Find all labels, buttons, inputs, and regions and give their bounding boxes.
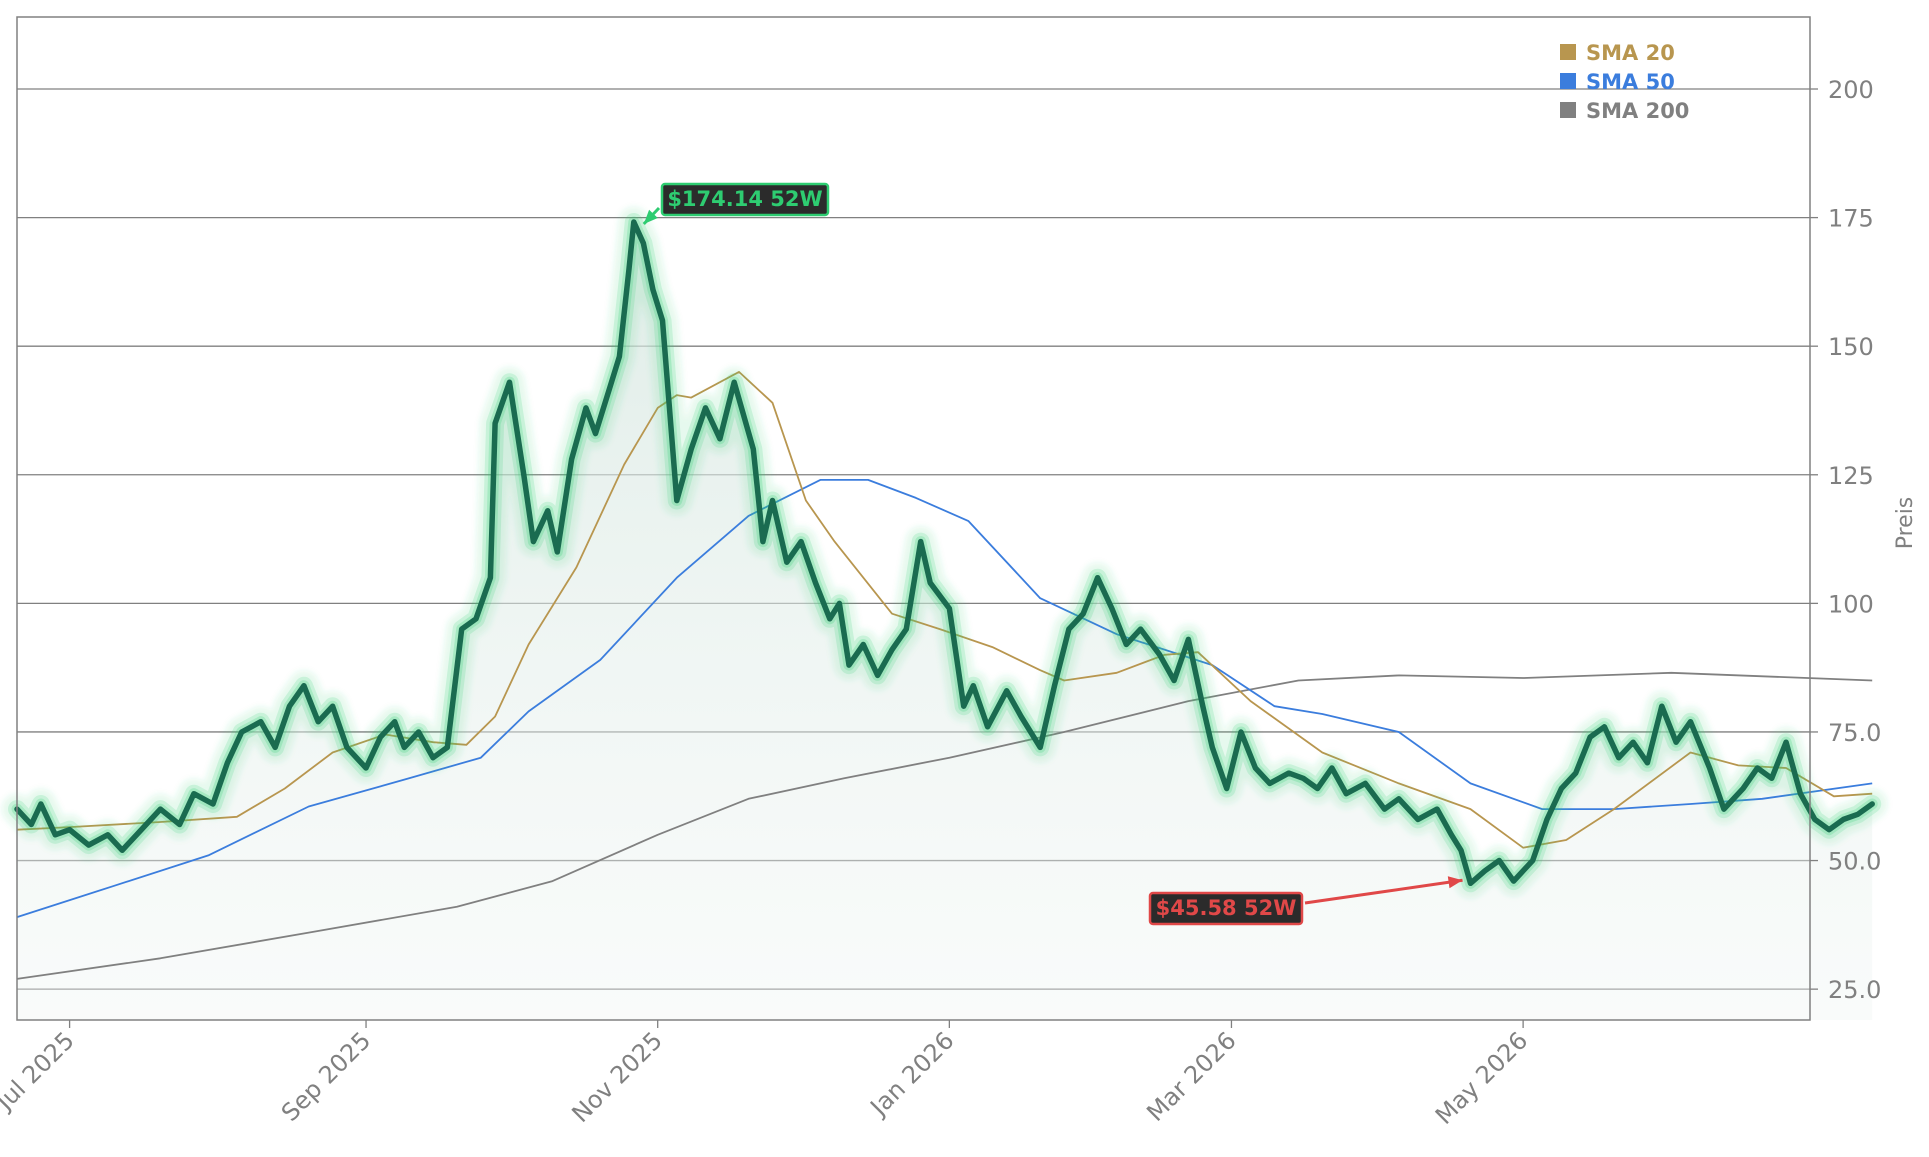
- y-tick-label: 125: [1828, 462, 1874, 490]
- y-tick-label: 25.0: [1828, 976, 1881, 1004]
- x-tick-label: Sep 2025: [276, 1026, 376, 1126]
- plot-frame: [16, 16, 1811, 1021]
- legend: SMA 20 SMA 50 SMA 200: [1560, 41, 1689, 123]
- y-tick-label: 175: [1828, 205, 1874, 233]
- legend-label: SMA 50: [1586, 70, 1675, 94]
- sma200-line: [16, 671, 1873, 980]
- price-line: [14, 219, 1875, 887]
- legend-swatch: [1560, 44, 1576, 60]
- legend-swatch: [1560, 102, 1576, 118]
- legend-swatch: [1560, 73, 1576, 89]
- annotation-label: $45.58 52W: [1156, 896, 1297, 920]
- y-tick-label: 50.0: [1828, 848, 1881, 876]
- annotation-arrowhead: [1447, 876, 1463, 889]
- y-tick-label: 200: [1828, 76, 1874, 104]
- x-tick-label: Nov 2025: [566, 1026, 668, 1128]
- sma50-line: [16, 479, 1873, 918]
- legend-label: SMA 200: [1586, 99, 1689, 123]
- legend-label: SMA 20: [1586, 41, 1675, 65]
- annotation-arrowhead: [643, 209, 658, 224]
- annotations: $174.14 52W $45.58 52W: [642, 182, 1463, 926]
- y-tick-label: 100: [1828, 590, 1874, 618]
- x-axis: Jul 2025 Sep 2025 Nov 2025 Jan 2026 Mar 2026…: [0, 1020, 1533, 1130]
- annotation-box: [660, 182, 830, 217]
- annotation-box: [1148, 891, 1304, 926]
- x-tick-label: Mar 2026: [1141, 1026, 1241, 1126]
- x-tick-label: Jan 2026: [864, 1026, 960, 1122]
- price-series: [2, 207, 1888, 899]
- y-axis-title: Preis: [1893, 497, 1918, 550]
- x-tick-label: May 2026: [1430, 1026, 1533, 1129]
- y-tick-label: 150: [1828, 333, 1874, 361]
- annotation-arrow-line: [1304, 878, 1463, 905]
- y-axis: 25.0 50.0 75.0 100 125 150 175 200: [1810, 76, 1881, 1004]
- annotation-label: $174.14 52W: [667, 187, 822, 211]
- x-tick-label: Jul 2025: [0, 1026, 80, 1116]
- y-tick-label: 75.0: [1828, 719, 1881, 747]
